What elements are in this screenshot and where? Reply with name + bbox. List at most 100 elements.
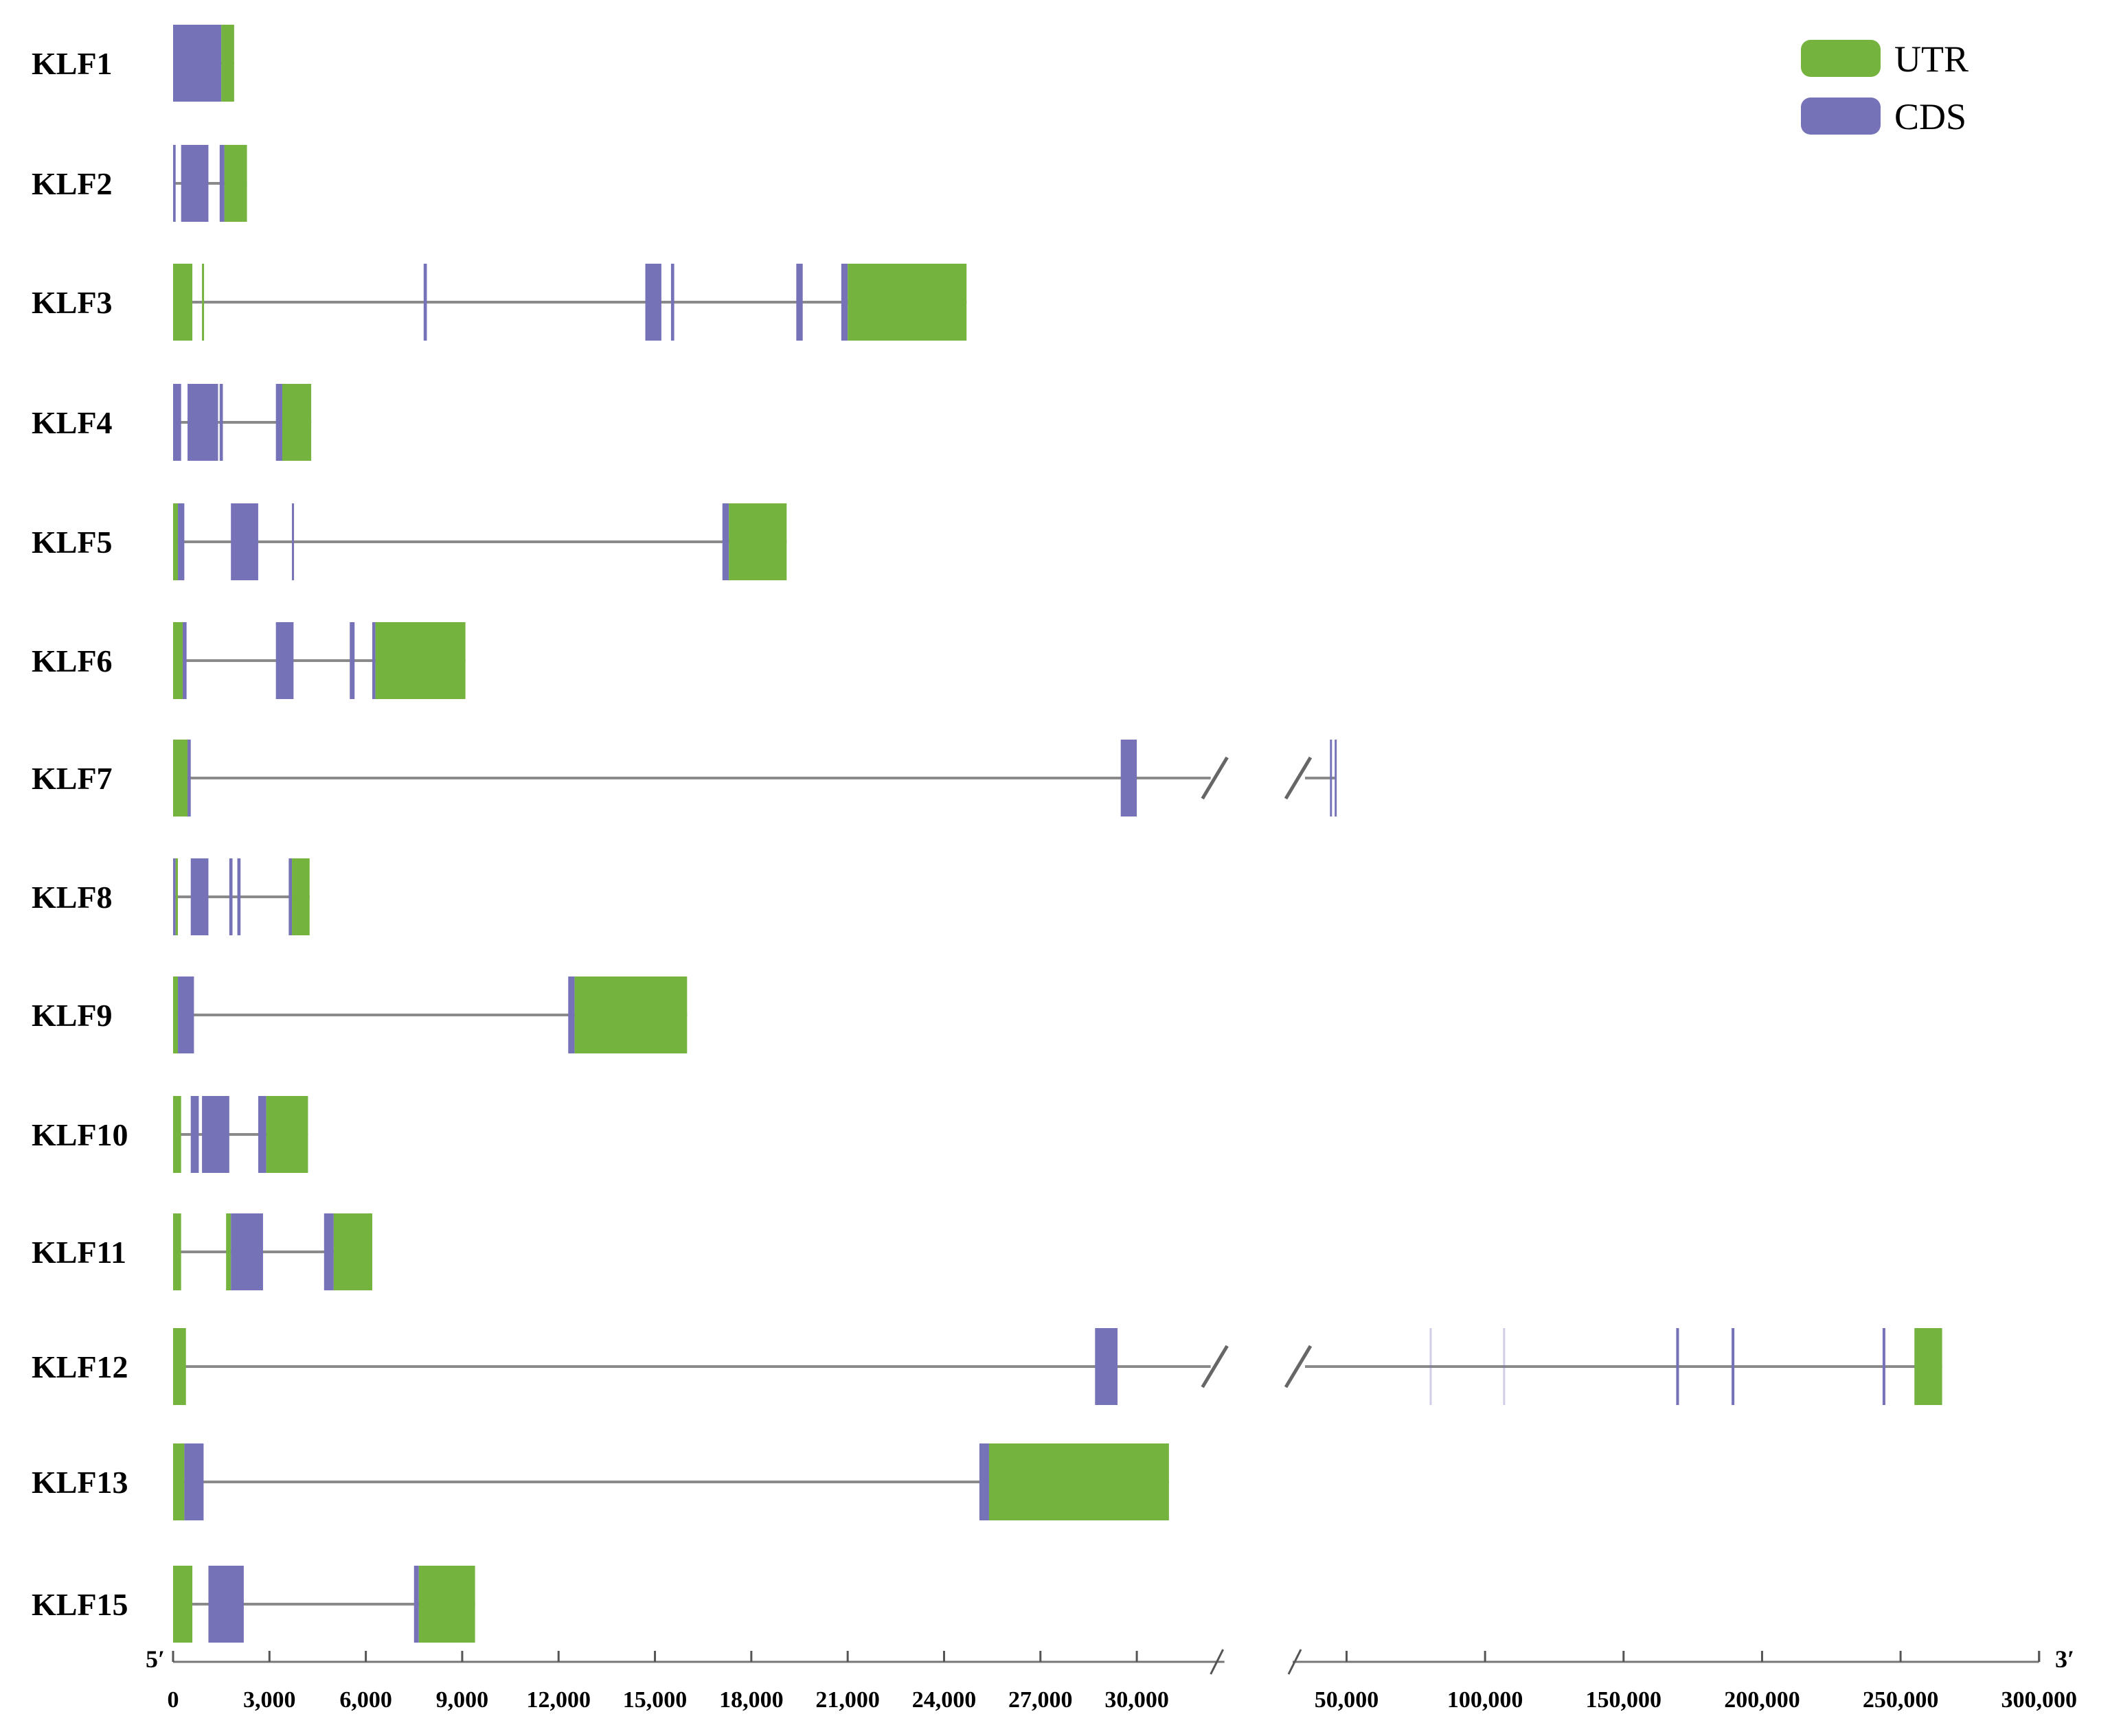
cds-exon	[258, 1096, 266, 1173]
axis-tick-label: 200,000	[1724, 1687, 1800, 1713]
gene-track-klf2: KLF2	[32, 145, 247, 222]
utr-exon	[1914, 1328, 1942, 1405]
axis-tick-label: 9,000	[436, 1687, 489, 1713]
utr-exon	[173, 1443, 185, 1520]
cds-exon	[1330, 740, 1332, 816]
cds-exon	[219, 384, 223, 461]
axis-break-mark	[1201, 1345, 1229, 1389]
cds-exon	[413, 1566, 419, 1643]
utr-exon	[175, 858, 179, 935]
x-axis: 5′ 3′ 0 3,000 6,000 9,000 12,000 15,000 18,000…	[146, 1645, 2077, 1713]
axis-tick-label: 150,000	[1586, 1687, 1662, 1713]
gene-label: KLF4	[32, 405, 113, 440]
gene-label: KLF8	[32, 880, 113, 915]
utr-exon	[202, 264, 205, 341]
axis-break-mark	[1284, 756, 1313, 800]
cds-exon	[372, 622, 376, 699]
axis-tick-label: 3,000	[243, 1687, 296, 1713]
cds-exon	[670, 264, 674, 341]
cds-exon	[229, 858, 233, 935]
utr-exon	[173, 740, 188, 816]
cds-exon	[173, 25, 222, 102]
axis-tick-label: 12,000	[526, 1687, 591, 1713]
cds-exon	[178, 503, 185, 580]
cds-exon	[183, 622, 187, 699]
gene-track-klf6: KLF6	[32, 622, 466, 699]
gene-track-klf13: KLF13	[32, 1443, 1169, 1520]
cds-exon	[1676, 1328, 1679, 1405]
cds-exon	[202, 1096, 229, 1173]
gene-track-klf12: KLF12	[32, 1328, 1942, 1405]
cds-exon	[1429, 1328, 1432, 1405]
cds-exon	[722, 503, 729, 580]
cds-exon	[979, 1443, 989, 1520]
utr-exon	[226, 1213, 231, 1290]
cds-exon	[231, 503, 258, 580]
axis-tick-label: 100,000	[1447, 1687, 1523, 1713]
gene-label: KLF3	[32, 285, 113, 320]
axis-tick-label: 50,000	[1315, 1687, 1379, 1713]
gene-label: KLF10	[32, 1117, 128, 1152]
gene-label: KLF9	[32, 998, 113, 1033]
utr-exon	[292, 858, 310, 935]
cds-exon	[350, 622, 355, 699]
cds-exon	[178, 976, 194, 1053]
cds-exon	[188, 740, 191, 816]
utr-exon	[173, 264, 193, 341]
axis-5prime-label: 5′	[146, 1645, 165, 1673]
gene-track-klf9: KLF9	[32, 976, 688, 1053]
gene-track-klf1: KLF1	[32, 25, 234, 102]
utr-exon	[173, 1328, 186, 1405]
utr-exon	[266, 1096, 308, 1173]
gene-label: KLF1	[32, 46, 113, 81]
axis-tick-label: 15,000	[623, 1687, 688, 1713]
cds-exon	[1882, 1328, 1885, 1405]
cds-exon	[423, 264, 427, 341]
axis-tick-label: 21,000	[815, 1687, 880, 1713]
axis-3prime-label: 3′	[2055, 1645, 2074, 1673]
cds-exon	[188, 384, 218, 461]
utr-exon	[173, 1096, 181, 1173]
gene-label: KLF2	[32, 166, 113, 201]
gene-track-klf15: KLF15	[32, 1566, 475, 1643]
utr-exon	[173, 1566, 193, 1643]
gene-track-klf7: KLF7	[32, 740, 1337, 816]
utr-exon	[574, 976, 688, 1053]
axis-tick-label: 250,000	[1863, 1687, 1939, 1713]
gene-tracks: KLF1 KLF2 KLF3 KLF4 KLF5 KLF6 KLF7 KLF8 KLF9 KLF1…	[32, 25, 1942, 1643]
gene-track-klf11: KLF11	[32, 1213, 372, 1290]
cds-exon	[190, 1096, 199, 1173]
cds-exon	[645, 264, 661, 341]
cds-exon	[173, 145, 176, 222]
cds-exon	[173, 384, 181, 461]
axis-break-mark	[1287, 1649, 1302, 1675]
cds-exon	[1503, 1328, 1506, 1405]
utr-exon	[173, 1213, 181, 1290]
axis-tick-label: 24,000	[912, 1687, 977, 1713]
cds-exon	[190, 858, 209, 935]
cds-exon	[292, 503, 295, 580]
gene-label: KLF11	[32, 1235, 126, 1270]
cds-exon	[1120, 740, 1137, 816]
cds-exon	[288, 858, 293, 935]
gene-track-klf3: KLF3	[32, 264, 967, 341]
utr-exon	[173, 622, 183, 699]
legend-cds-label: CDS	[1894, 96, 1966, 137]
cds-exon	[568, 976, 575, 1053]
gene-label: KLF7	[32, 761, 113, 796]
cds-exon	[1095, 1328, 1118, 1405]
utr-exon	[848, 264, 967, 341]
gene-label: KLF5	[32, 525, 113, 560]
axis-tick-label: 300,000	[2001, 1687, 2077, 1713]
gene-track-klf8: KLF8	[32, 858, 310, 935]
cds-exon	[237, 858, 241, 935]
axis-tick-label: 27,000	[1008, 1687, 1073, 1713]
utr-exon	[375, 622, 466, 699]
gene-label: KLF6	[32, 643, 113, 678]
axis-tick-label: 18,000	[719, 1687, 784, 1713]
gene-label: KLF12	[32, 1349, 128, 1384]
utr-exon	[988, 1443, 1169, 1520]
utr-exon	[729, 503, 787, 580]
cds-exon	[841, 264, 848, 341]
cds-exon	[231, 1213, 263, 1290]
